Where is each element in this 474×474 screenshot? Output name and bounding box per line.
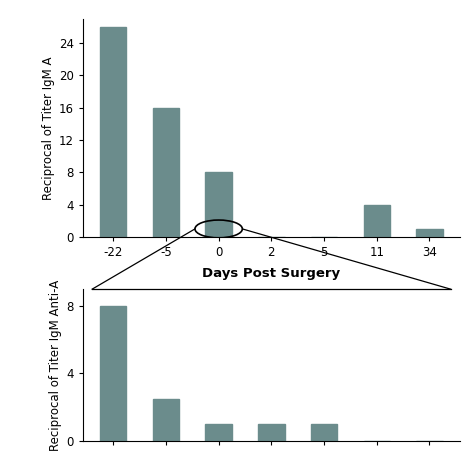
Bar — [206, 173, 232, 237]
X-axis label: Days Post Surgery: Days Post Surgery — [202, 267, 340, 280]
Y-axis label: Reciprocal of Titer IgM A: Reciprocal of Titer IgM A — [42, 56, 55, 200]
Bar — [311, 424, 337, 441]
Bar — [364, 205, 390, 237]
Bar — [153, 399, 179, 441]
Bar — [416, 229, 443, 237]
Bar — [206, 424, 232, 441]
Bar — [258, 424, 284, 441]
Y-axis label: Reciprocal of Titer IgM Anti-A: Reciprocal of Titer IgM Anti-A — [49, 279, 62, 451]
Bar — [100, 27, 127, 237]
Bar — [153, 108, 179, 237]
Bar — [100, 306, 127, 441]
